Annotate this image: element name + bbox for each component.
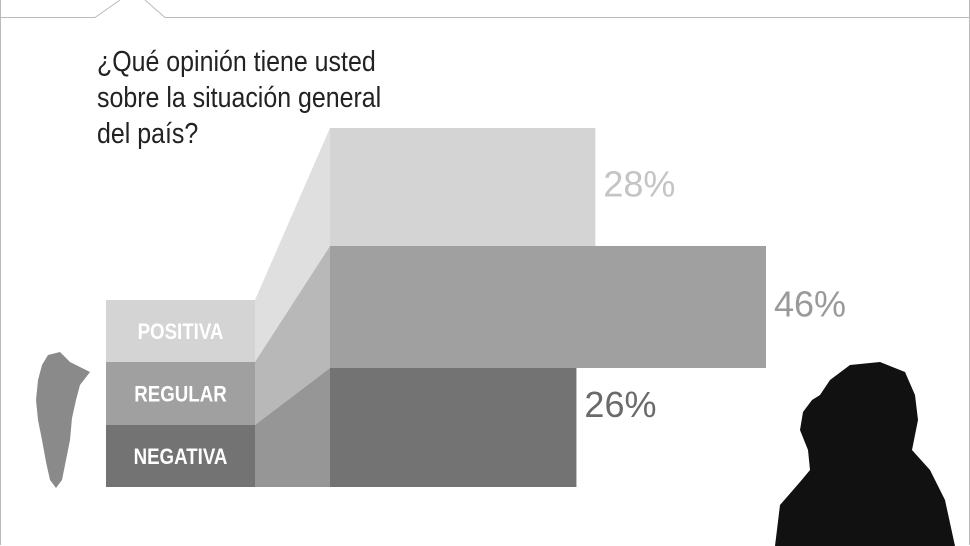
bar xyxy=(330,368,577,487)
category-label: NEGATIVA xyxy=(134,445,228,469)
bar xyxy=(330,128,596,246)
map-argentina xyxy=(36,352,90,488)
thinker-silhouette xyxy=(775,362,955,546)
bars: POSITIVA 28% REGULAR 46% NEGATIVA 26% xyxy=(106,128,846,487)
bar xyxy=(330,246,766,368)
category-box xyxy=(106,425,255,487)
category-box xyxy=(106,300,255,362)
chart-title: ¿Qué opinión tiene usted sobre la situac… xyxy=(97,46,382,150)
category-label: POSITIVA xyxy=(138,320,224,344)
connector xyxy=(255,246,330,425)
value-label: 26% xyxy=(584,384,656,425)
connector xyxy=(255,128,330,362)
category-label: REGULAR xyxy=(134,383,227,407)
connector xyxy=(255,368,330,487)
category-box xyxy=(106,362,255,425)
value-label: 28% xyxy=(603,164,675,205)
value-label: 46% xyxy=(774,284,846,325)
